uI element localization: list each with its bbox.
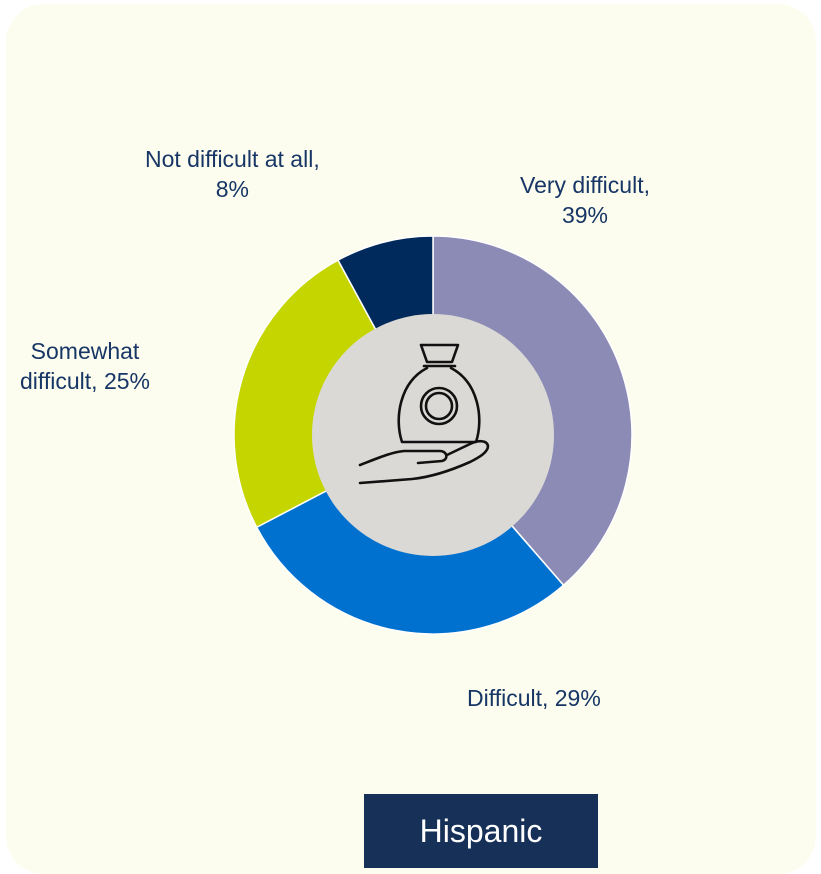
donut-center [312,314,554,556]
money-bag-in-hand-icon [358,343,490,485]
slice-label-somewhat-difficult: Somewhat difficult, 25% [20,338,150,394]
group-label: Hispanic [419,812,543,849]
slice-label-not-difficult: Not difficult at all, 8% [145,146,320,202]
slice-label-very-difficult: Very difficult, 39% [520,172,650,228]
slice-label-difficult: Difficult, 29% [467,685,601,711]
group-label-badge: Hispanic [364,794,598,868]
